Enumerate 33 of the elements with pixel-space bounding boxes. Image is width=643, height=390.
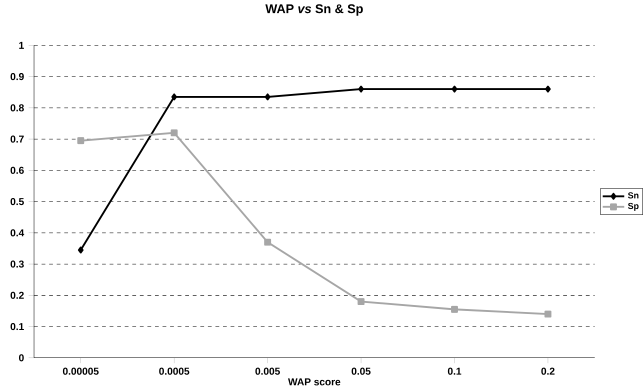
y-tick-label: 0.5 (10, 198, 24, 206)
y-tick-label: 0.2 (10, 292, 24, 300)
point (451, 306, 458, 314)
point (358, 86, 364, 93)
point (77, 137, 84, 144)
y-tick-label: 0.8 (10, 104, 24, 112)
point (545, 86, 551, 93)
point (171, 94, 178, 101)
y-tick-label: 0.4 (10, 229, 24, 237)
y-tick-label: 0.6 (10, 166, 24, 174)
y-tick-label: 0.7 (10, 136, 24, 143)
y-tick-label: 0.9 (10, 73, 24, 80)
point (78, 246, 84, 254)
point (544, 310, 552, 318)
point (452, 86, 458, 93)
point (170, 130, 178, 136)
point (264, 238, 272, 246)
legend-label: Sp (628, 203, 639, 212)
x-tick-label: 0.0005 (159, 368, 190, 375)
y-tick-label: 0.3 (10, 260, 24, 268)
y-tick-label: 1 (19, 42, 24, 50)
x-axis-title: WAP score (288, 378, 340, 386)
point (264, 94, 270, 101)
y-tick-label: 0.1 (10, 323, 24, 330)
x-tick-label: 0.2 (541, 368, 555, 375)
chart-title: WAP vs Sn & Sp (265, 4, 363, 16)
y-tick-label: 0 (18, 354, 24, 362)
legend-label: Sn (628, 192, 638, 199)
x-tick-label: 0.005 (255, 368, 280, 375)
point (358, 298, 365, 306)
x-tick-label: 0.00005 (62, 368, 99, 375)
x-tick-label: 0.05 (352, 368, 371, 375)
x-tick-label: 0.1 (448, 368, 462, 375)
